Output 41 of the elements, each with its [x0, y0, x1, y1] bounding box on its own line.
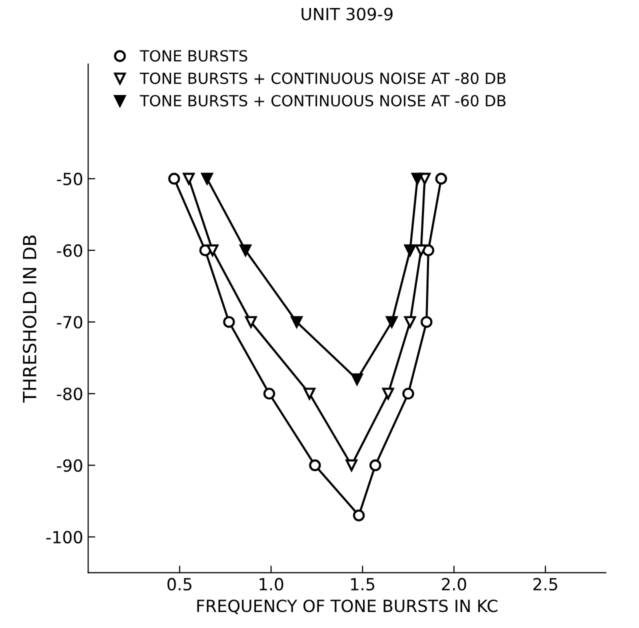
point: [168, 172, 180, 185]
point: [404, 244, 416, 256]
point: [304, 388, 316, 400]
point: [309, 459, 321, 472]
y-tick-label: -90: [56, 459, 82, 472]
point: [245, 316, 257, 328]
x-tick-label: 1.0: [260, 578, 284, 590]
legend-label: TONE BURSTS + CONTINUOUS NOISE AT -60 DB: [140, 94, 506, 106]
point: [415, 244, 427, 256]
y-tick-label: -70: [56, 316, 82, 329]
point: [382, 388, 394, 400]
x-tick-label: 2.5: [533, 578, 558, 590]
chart-title: UNIT 309-9: [302, 8, 393, 20]
point: [182, 172, 195, 185]
y-tick-label: -60: [56, 244, 82, 257]
point: [351, 373, 363, 386]
point: [402, 388, 414, 400]
y-axis-title: THRESHOLD IN DB: [22, 235, 36, 403]
point: [435, 172, 448, 185]
point: [386, 316, 398, 328]
y-tick-label: -80: [56, 388, 82, 400]
x-tick-label: 0.5: [167, 578, 192, 590]
x-tick-label: 2.0: [442, 578, 466, 590]
point: [352, 510, 365, 522]
point: [206, 244, 218, 256]
x-axis-title: FREQUENCY OF TONE BURSTS IN KC: [197, 600, 498, 614]
legend-label: TONE BURSTS: [140, 50, 248, 62]
point: [411, 172, 424, 185]
legend-label: TONE BURSTS + CONTINUOUS NOISE AT -80 DB: [140, 72, 506, 84]
point: [263, 388, 276, 400]
x-tick-label: 1.5: [351, 578, 374, 590]
point: [201, 172, 213, 185]
y-tick-label: -100: [46, 530, 82, 544]
point: [346, 459, 358, 472]
point: [240, 244, 252, 256]
point: [369, 459, 382, 472]
point: [290, 316, 303, 328]
point: [404, 316, 416, 328]
point: [420, 316, 432, 328]
point: [223, 316, 235, 328]
y-tick-label: -50: [56, 172, 82, 186]
